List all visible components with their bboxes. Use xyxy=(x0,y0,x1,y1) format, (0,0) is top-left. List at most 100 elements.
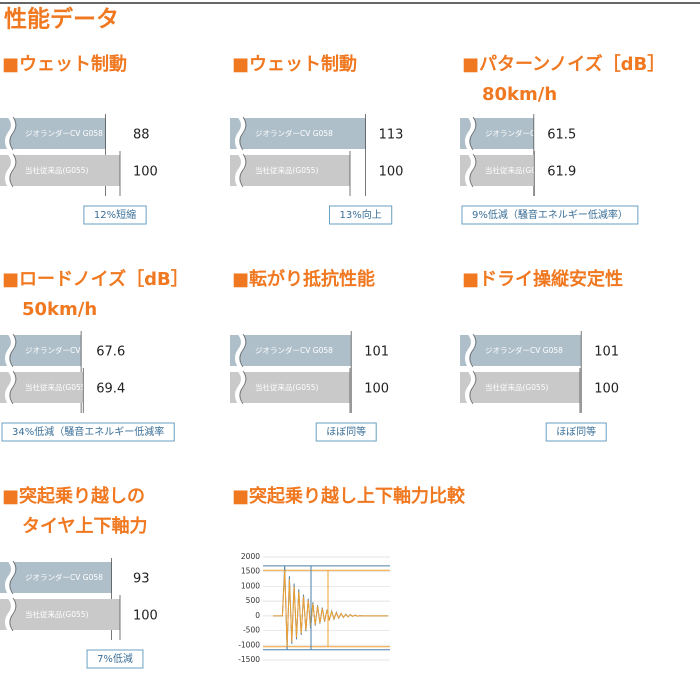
panel-subtitle: 50km/h xyxy=(22,299,97,320)
note-box xyxy=(461,205,639,225)
value-label: 100 xyxy=(594,382,619,397)
value-label: 101 xyxy=(364,345,389,360)
axis-break-line xyxy=(469,153,477,188)
value-label: 69.4 xyxy=(96,382,125,397)
axis-break-line xyxy=(469,333,477,368)
axis-break xyxy=(5,369,15,406)
note-text: 9%低減（騒音エネルギー低減率） xyxy=(472,208,628,221)
y-tick-label: 0 xyxy=(255,611,260,620)
panel-subtitle: タイヤ上下軸力 xyxy=(22,515,147,537)
value-label: 101 xyxy=(594,345,619,360)
note-box xyxy=(315,422,377,442)
note-box xyxy=(1,422,175,442)
bar-label: 当社従来品(G055) xyxy=(255,165,319,175)
value-label: 100 xyxy=(133,165,158,180)
bar-label: ジオランダーCV G058 xyxy=(485,128,563,138)
bar xyxy=(0,118,106,149)
y-tick-label: 2000 xyxy=(241,552,260,561)
axis-break xyxy=(5,559,15,596)
bar xyxy=(230,372,350,403)
axis-break-line xyxy=(9,560,17,595)
bar xyxy=(0,562,112,593)
bar xyxy=(230,335,352,366)
panel-title: ■転がり抵抗性能 xyxy=(232,268,375,290)
axis-break-line xyxy=(9,370,17,405)
panel-title: ■突起乗り越し上下軸力比較 xyxy=(232,485,466,507)
bar xyxy=(460,372,580,403)
note-box xyxy=(86,649,144,669)
panel-title: ■ロードノイズ［dB］ xyxy=(2,268,189,290)
y-tick-label: -1000 xyxy=(238,640,260,649)
value-label: 100 xyxy=(133,609,158,624)
bar-label: 当社従来品(G055) xyxy=(485,382,549,392)
note-box xyxy=(545,422,607,442)
axis-break-line xyxy=(469,370,477,405)
axis-break xyxy=(465,332,475,369)
value-label: 88 xyxy=(133,128,150,143)
panel-title: ■ウェット制動 xyxy=(2,53,127,75)
note-text: ほぼ同等 xyxy=(556,425,596,438)
axis-break xyxy=(465,152,475,189)
bar-label: 当社従来品(G055) xyxy=(25,382,89,392)
panel-subtitle: 80km/h xyxy=(482,84,557,105)
axis-break xyxy=(5,152,15,189)
axis-break xyxy=(465,369,475,406)
y-tick-label: 500 xyxy=(246,596,261,605)
bar-label: 当社従来品(G055) xyxy=(485,165,549,175)
value-label: 67.6 xyxy=(96,345,125,360)
note-box xyxy=(83,205,147,225)
axis-break xyxy=(465,115,475,152)
bar-label: 当社従来品(G055) xyxy=(25,165,89,175)
note-text: 7%低減 xyxy=(97,652,133,665)
bar xyxy=(0,599,120,630)
panel-title: ■ドライ操縦安定性 xyxy=(462,268,623,290)
axis-break-line xyxy=(239,153,247,188)
axis-break-line xyxy=(239,370,247,405)
bar-label: ジオランダーCV G058 xyxy=(25,128,103,138)
bar-label: ジオランダーCV G058 xyxy=(25,345,103,355)
y-tick-label: 1000 xyxy=(241,581,260,590)
bar-label: ジオランダーCV G058 xyxy=(255,345,333,355)
axis-break xyxy=(235,115,245,152)
axis-break xyxy=(235,369,245,406)
note-text: ほぼ同等 xyxy=(326,425,366,438)
bar-label: 当社従来品(G055) xyxy=(25,609,89,619)
axis-break xyxy=(5,115,15,152)
axis-break-line xyxy=(9,333,17,368)
y-tick-label: 1500 xyxy=(241,567,260,576)
page-title: 性能データ xyxy=(4,6,119,33)
value-label: 61.5 xyxy=(547,128,576,143)
axis-break xyxy=(235,332,245,369)
bar-label: ジオランダーCV G058 xyxy=(255,128,333,138)
series-line xyxy=(273,570,388,647)
axis-break xyxy=(235,152,245,189)
axis-break xyxy=(5,596,15,633)
axis-break-line xyxy=(239,116,247,151)
bar-label: ジオランダーCV G058 xyxy=(485,345,563,355)
value-label: 100 xyxy=(379,165,404,180)
bar xyxy=(230,155,350,186)
note-text: 13%向上 xyxy=(339,208,381,221)
axis-break-line xyxy=(9,597,17,632)
panel-title: ■突起乗り越しの xyxy=(2,485,145,507)
note-text: 34%低減（騒音エネルギー低減率 xyxy=(12,425,164,438)
y-tick-label: -500 xyxy=(243,626,260,635)
axis-break xyxy=(5,332,15,369)
axis-break-line xyxy=(9,116,17,151)
y-tick-label: -1500 xyxy=(238,655,260,664)
note-text: 12%短縮 xyxy=(94,208,136,221)
bar xyxy=(230,118,366,149)
value-label: 61.9 xyxy=(547,165,576,180)
panel-title: ■パターンノイズ［dB］ xyxy=(462,53,665,75)
bar xyxy=(0,155,120,186)
note-box xyxy=(328,205,393,225)
panel-title: ■ウェット制動 xyxy=(232,53,357,75)
value-label: 113 xyxy=(379,128,404,143)
value-label: 100 xyxy=(364,382,389,397)
axis-break-line xyxy=(239,333,247,368)
bar xyxy=(460,335,582,366)
bar-label: 当社従来品(G055) xyxy=(255,382,319,392)
axis-break-line xyxy=(469,116,477,151)
